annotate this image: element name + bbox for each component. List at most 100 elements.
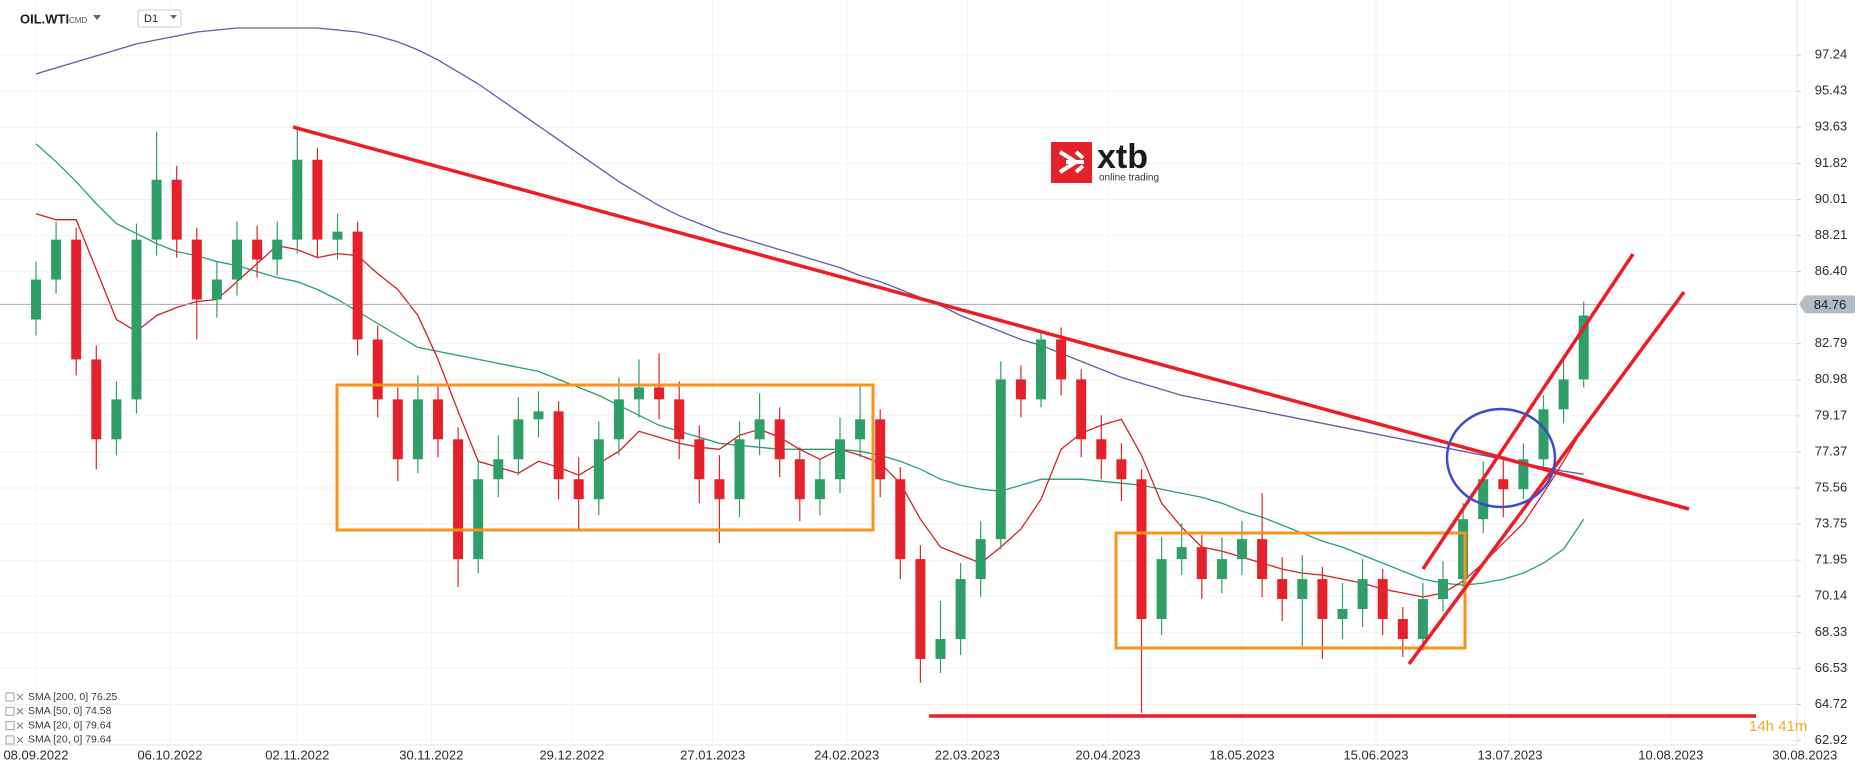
y-tick-label: 97.24 xyxy=(1815,47,1848,62)
trend-line xyxy=(292,125,1690,511)
candle-body xyxy=(1478,479,1489,520)
grid xyxy=(0,0,1806,745)
y-tick-label: 77.37 xyxy=(1815,443,1848,458)
candle-body xyxy=(332,231,343,240)
legend-label: SMA [50, 0] 74.58 xyxy=(28,705,112,717)
candle-body xyxy=(1136,479,1147,620)
candle-body xyxy=(252,239,263,260)
candle-body xyxy=(613,399,624,440)
candle-body xyxy=(31,279,41,320)
indicator-line xyxy=(35,143,1585,586)
range-box xyxy=(1114,531,1467,650)
candle-body xyxy=(855,419,866,440)
x-tick-label: 30.08.2023 xyxy=(1772,747,1837,762)
y-tick-label: 73.75 xyxy=(1815,516,1848,531)
candle-body xyxy=(1438,579,1448,600)
candle-body xyxy=(573,479,584,500)
legend-close xyxy=(16,707,24,715)
legend-label: SMA [20, 0] 79.64 xyxy=(28,734,112,746)
legend-label: SMA [20, 0] 79.64 xyxy=(28,719,112,731)
candle-body xyxy=(171,179,182,240)
highlight-circle xyxy=(1445,407,1557,509)
candle-body xyxy=(1116,459,1127,480)
y-tick-label: 64.72 xyxy=(1815,696,1848,711)
y-tick-label: 79.17 xyxy=(1815,407,1848,422)
candle-body xyxy=(1015,379,1026,400)
candle-body xyxy=(91,359,102,440)
candle-body xyxy=(372,339,383,400)
candle-body xyxy=(1277,579,1288,600)
candle-body xyxy=(493,459,504,480)
legend-close xyxy=(16,722,24,730)
candle-body xyxy=(835,439,845,480)
channel-line xyxy=(1421,253,1635,570)
dropdown-arrow[interactable] xyxy=(93,15,101,20)
candle-body xyxy=(1337,609,1348,620)
y-tick-label: 90.01 xyxy=(1815,191,1848,206)
logo: xtb online trading xyxy=(1051,138,1159,184)
header: OIL.WTI CMD D1 xyxy=(20,9,182,28)
candle-body xyxy=(211,279,222,300)
candle-body xyxy=(995,379,1006,540)
y-tick-label: 86.40 xyxy=(1815,263,1848,278)
legend-icon xyxy=(5,706,15,716)
timeframe-select[interactable] xyxy=(137,9,182,28)
candle-body xyxy=(1518,459,1529,490)
legend-icon xyxy=(5,721,15,731)
candle-body xyxy=(312,159,323,240)
candle-body xyxy=(975,539,986,580)
candle-body xyxy=(553,411,564,480)
candle-body xyxy=(895,479,906,560)
last-price-pointer xyxy=(1799,295,1805,314)
x-tick-label: 30.11.2022 xyxy=(399,747,463,762)
candle-body xyxy=(634,387,644,400)
y-tick-label: 71.95 xyxy=(1815,552,1848,567)
drawings xyxy=(292,125,1756,718)
candle-body xyxy=(1417,599,1428,639)
legend-close xyxy=(16,693,24,701)
candle-body xyxy=(1257,539,1268,580)
candle-body xyxy=(1458,519,1469,580)
candle-body xyxy=(433,399,443,440)
symbol: OIL.WTI xyxy=(20,11,69,26)
candle-body xyxy=(111,399,122,440)
dropdown-arrow[interactable] xyxy=(170,15,177,19)
candle-body xyxy=(1036,339,1046,400)
y-tick-label: 93.63 xyxy=(1815,119,1848,134)
candle-body xyxy=(1317,579,1328,620)
candle-body xyxy=(151,179,162,240)
candle-body xyxy=(1498,479,1509,490)
x-tick-label: 27.01.2023 xyxy=(680,747,745,762)
candle-body xyxy=(1237,539,1247,560)
legend-icon xyxy=(5,735,15,745)
timeframe[interactable]: D1 xyxy=(144,13,158,25)
candle-body xyxy=(473,479,484,560)
candle-body xyxy=(232,239,242,280)
candle-body xyxy=(1156,559,1167,620)
channel-line xyxy=(1407,290,1686,666)
indicator-line xyxy=(35,27,1584,475)
candle-body xyxy=(191,239,202,300)
x-tick-label: 24.02.2023 xyxy=(814,747,879,762)
candle-body xyxy=(1377,579,1388,620)
y-tick-label: 75.56 xyxy=(1815,479,1848,494)
plot-area xyxy=(0,27,1797,713)
logo-tagline: online trading xyxy=(1099,173,1159,184)
candle-body xyxy=(1397,619,1408,639)
legend-icon xyxy=(5,692,15,702)
market: CMD xyxy=(69,16,87,25)
candle-body xyxy=(935,638,946,659)
x-tick-label: 10.08.2023 xyxy=(1638,747,1703,762)
candle-body xyxy=(774,419,785,460)
y-tick-label: 95.43 xyxy=(1815,83,1848,98)
y-tick-label: 82.79 xyxy=(1815,335,1848,350)
logo-brand: xtb xyxy=(1097,138,1148,176)
x-tick-label: 22.03.2023 xyxy=(935,747,1000,762)
candle-body xyxy=(593,439,604,500)
x-tick-label: 02.11.2022 xyxy=(265,747,329,762)
candle-body xyxy=(1558,379,1569,410)
candle-body xyxy=(1297,579,1308,600)
candle-body xyxy=(1578,315,1589,380)
